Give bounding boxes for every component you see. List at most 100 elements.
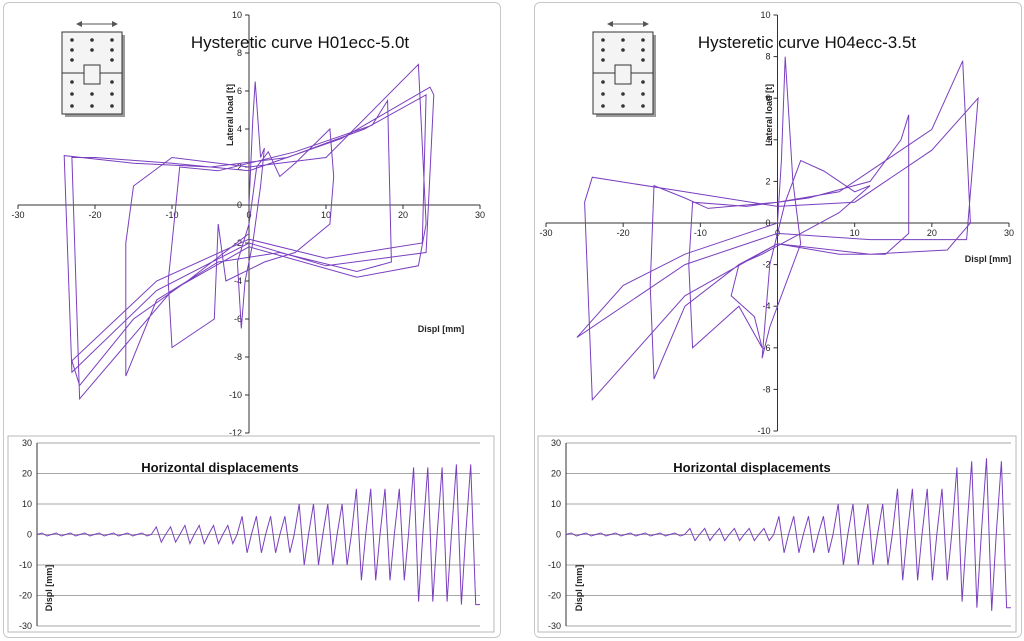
right-bolt-hole	[641, 48, 645, 52]
chart2-y-tick-label: 8	[765, 52, 770, 62]
left-bolt-hole	[90, 92, 94, 96]
chart0-y-tick-label: 10	[232, 10, 242, 20]
chart3-y-tick-label: -10	[548, 560, 561, 570]
left-bolt-hole	[90, 104, 94, 108]
right-arrow-head-right	[643, 21, 649, 27]
chart0-y-tick-label: -10	[229, 390, 242, 400]
chart3-displacement-curve	[565, 458, 1011, 611]
right-bolt-hole	[621, 38, 625, 42]
chart2-x-tick-label: 20	[927, 228, 937, 238]
right-bolt-hole	[641, 58, 645, 62]
right-bolt-hole	[601, 80, 605, 84]
right-bolt-hole	[641, 80, 645, 84]
left-bolt-hole	[70, 92, 74, 96]
left-bolt-hole	[110, 92, 114, 96]
left-specimen-key	[83, 73, 101, 85]
chart2-x-tick-label: -20	[617, 228, 630, 238]
left-bolt-hole	[70, 48, 74, 52]
chart0-y-tick-label: -8	[234, 352, 242, 362]
chart3-y-tick-label: 0	[556, 530, 561, 540]
left-arrow-head-left	[76, 21, 82, 27]
chart2-y-tick-label: 10	[760, 10, 770, 20]
chart0-x-tick-label: 0	[246, 210, 251, 220]
chart2-y-tick-label: 0	[765, 218, 770, 228]
left-bolt-hole	[90, 38, 94, 42]
chart0-x-tick-label: 20	[398, 210, 408, 220]
left-bolt-hole	[70, 80, 74, 84]
chart3-y-tick-label: 10	[551, 499, 561, 509]
left-bolt-hole	[110, 38, 114, 42]
chart2-x-tick-label: 30	[1004, 228, 1014, 238]
chart2-title: Hysteretic curve H04ecc-3.5t	[698, 33, 917, 52]
chart2-hysteresis-curve	[576, 56, 979, 402]
chart3-title: Horizontal displacements	[673, 460, 830, 475]
left-bolt-hole	[110, 48, 114, 52]
left-bolt-hole	[70, 38, 74, 42]
chart2-y-tick-label: 6	[765, 93, 770, 103]
chart0-y-tick-label: 0	[237, 200, 242, 210]
chart1-y-tick-label: 30	[22, 438, 32, 448]
chart2-x-tick-label: -30	[539, 228, 552, 238]
chart1-y-tick-label: 0	[27, 530, 32, 540]
chart0-x-tick-label: -30	[11, 210, 24, 220]
chart0-hysteresis-curve	[63, 63, 435, 401]
chart0-y-tick-label: -4	[234, 276, 242, 286]
right-arrow-head-left	[607, 21, 613, 27]
chart1-y-tick-label: -10	[19, 560, 32, 570]
right-bolt-hole	[601, 104, 605, 108]
chart2-x-tick-label: 10	[850, 228, 860, 238]
right-bolt-hole	[621, 48, 625, 52]
left-bolt-hole	[110, 80, 114, 84]
left-bolt-hole	[70, 104, 74, 108]
left-specimen-joint	[62, 64, 122, 74]
right-bolt-hole	[621, 104, 625, 108]
right-bolt-hole	[601, 58, 605, 62]
chart2-y-tick-label: -8	[762, 384, 770, 394]
chart3-y-tick-label: 20	[551, 469, 561, 479]
chart2-y-tick-label: -6	[762, 343, 770, 353]
chart0-y-tick-label: -12	[229, 428, 242, 438]
chart1-y-tick-label: -30	[19, 621, 32, 631]
chart2-y-tick-label: -2	[762, 260, 770, 270]
chart2-y-tick-label: 4	[765, 135, 770, 145]
right-bolt-hole	[621, 92, 625, 96]
chart1-title: Horizontal displacements	[141, 460, 298, 475]
chart3-y-tick-label: -20	[548, 591, 561, 601]
chart3-y-axis-label: Displ [mm]	[574, 565, 584, 612]
right-specimen-joint	[593, 64, 653, 74]
chart2-x-axis-label: Displ [mm]	[965, 254, 1012, 264]
chart3-y-tick-label: 30	[551, 438, 561, 448]
chart1-y-tick-label: 10	[22, 499, 32, 509]
chart0-y-tick-label: 2	[237, 162, 242, 172]
left-specimen-icon	[61, 21, 125, 117]
right-bolt-hole	[601, 48, 605, 52]
chart1-y-tick-label: -20	[19, 591, 32, 601]
chart2-x-tick-label: -10	[694, 228, 707, 238]
chart0-y-tick-label: -2	[234, 238, 242, 248]
right-specimen-key	[614, 73, 632, 85]
chart0-y-tick-label: 8	[237, 48, 242, 58]
chart0-y-tick-label: -6	[234, 314, 242, 324]
left-bolt-hole	[110, 58, 114, 62]
right-bolt-hole	[601, 92, 605, 96]
chart0-x-tick-label: 30	[475, 210, 485, 220]
left-arrow-head-right	[112, 21, 118, 27]
chart0-y-tick-label: 6	[237, 86, 242, 96]
chart0-x-axis-label: Displ [mm]	[418, 324, 465, 334]
right-bolt-hole	[601, 38, 605, 42]
chart3-y-tick-label: -30	[548, 621, 561, 631]
chart0-y-axis-label: Lateral load [t]	[225, 84, 235, 146]
left-bolt-hole	[110, 104, 114, 108]
chart0-y-tick-label: 4	[237, 124, 242, 134]
right-specimen-icon	[592, 21, 656, 117]
chart2-y-axis-label: Lateral load [t]	[764, 84, 774, 146]
chart0-title: Hysteretic curve H01ecc-5.0t	[191, 33, 410, 52]
chart1-frame	[7, 435, 495, 633]
chart3-frame	[537, 435, 1017, 633]
left-bolt-hole	[70, 58, 74, 62]
chart0-x-tick-label: -20	[88, 210, 101, 220]
chart1-y-axis-label: Displ [mm]	[44, 565, 54, 612]
chart1-y-tick-label: 20	[22, 469, 32, 479]
right-bolt-hole	[641, 38, 645, 42]
